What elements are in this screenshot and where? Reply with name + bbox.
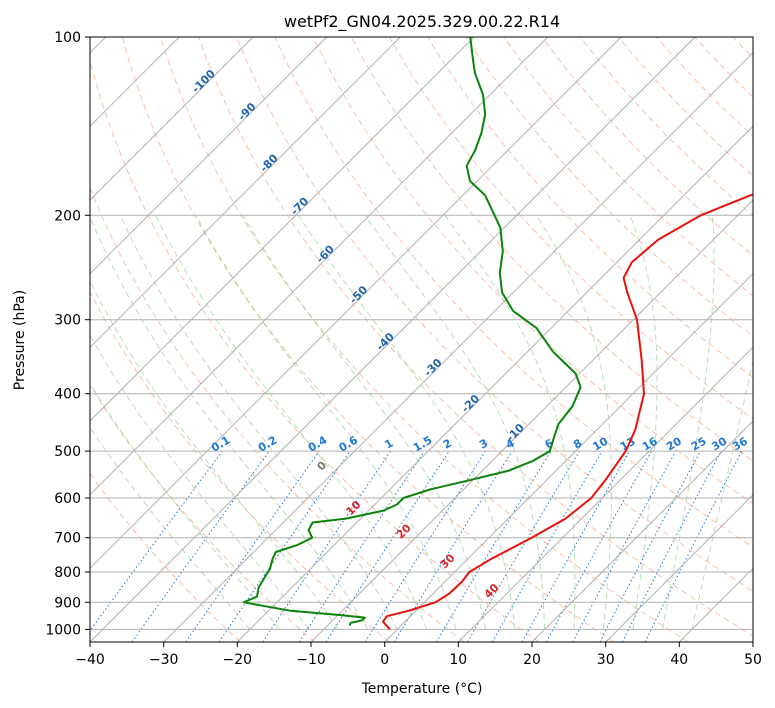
dry-adiabat-line bbox=[90, 291, 390, 642]
y-tick-label: 700 bbox=[54, 531, 81, 547]
mixing-ratio-line bbox=[90, 450, 223, 632]
mixing-ratio-line bbox=[131, 450, 270, 642]
x-tick-label: −40 bbox=[75, 652, 105, 668]
y-tick-label: 1000 bbox=[45, 622, 81, 638]
x-tick-label: 30 bbox=[597, 652, 615, 668]
dry-adiabat-line bbox=[350, 37, 753, 462]
y-tick-label: 400 bbox=[54, 387, 81, 403]
y-axis-title: Pressure (hPa) bbox=[12, 290, 28, 390]
dry-adiabat-line bbox=[159, 37, 689, 642]
moist-adiabat-line bbox=[90, 334, 310, 630]
dry-adiabat-line bbox=[274, 37, 753, 548]
dry-adiabat-line bbox=[503, 37, 753, 297]
y-tick-label: 200 bbox=[54, 208, 81, 224]
dry-adiabat-line bbox=[388, 37, 753, 420]
x-tick-label: −10 bbox=[296, 652, 326, 668]
mixing-ratio-line bbox=[393, 450, 513, 642]
x-tick-label: 10 bbox=[449, 652, 467, 668]
dry-adiabat-line bbox=[121, 37, 614, 642]
x-tick-label: 20 bbox=[523, 652, 541, 668]
y-tick-label: 100 bbox=[54, 30, 81, 46]
y-tick-label: 600 bbox=[54, 491, 81, 507]
y-axis: 100 200 300 400 500 600 700 800 900 1000 bbox=[45, 30, 90, 638]
isotherm-line bbox=[163, 51, 753, 642]
y-tick-label: 900 bbox=[54, 595, 81, 611]
isotherm-line bbox=[90, 37, 328, 275]
mixing-ratio-line bbox=[325, 450, 450, 642]
isotherm-line bbox=[605, 493, 753, 642]
dry-adiabat-line bbox=[465, 37, 753, 338]
isotherm-line bbox=[90, 37, 549, 496]
y-tick-label: 800 bbox=[54, 565, 81, 581]
x-tick-label: −30 bbox=[149, 652, 179, 668]
dry-adiabat-line bbox=[90, 186, 465, 642]
isotherm-line bbox=[531, 420, 753, 642]
mixing-ratio-line bbox=[262, 450, 392, 642]
moist-adiabat-line bbox=[119, 215, 398, 630]
x-axis: −40 −30 −20 −10 0 10 20 30 40 50 bbox=[75, 642, 762, 668]
x-tick-label: 50 bbox=[744, 652, 762, 668]
isotherm-line bbox=[90, 37, 401, 349]
mixing-ratio-line bbox=[572, 450, 677, 642]
mixing-ratio-line bbox=[218, 450, 351, 642]
x-tick-label: 0 bbox=[380, 652, 389, 668]
profile-lines bbox=[242, 37, 753, 631]
mixing-ratio-line bbox=[545, 450, 653, 642]
dry-adiabat-line bbox=[90, 472, 241, 642]
dry-adiabat-line bbox=[90, 59, 540, 642]
x-axis-title: Temperature (°C) bbox=[361, 681, 483, 697]
mixing-ratio-line bbox=[298, 450, 425, 642]
mixing-ratio-line bbox=[521, 450, 630, 642]
mixing-ratio-line bbox=[185, 450, 320, 642]
dewpoint-profile-line bbox=[242, 37, 582, 627]
moist-adiabat-line bbox=[90, 279, 339, 630]
plot-frame bbox=[89, 36, 754, 643]
y-tick-label: 500 bbox=[54, 444, 81, 460]
dry-adiabat-line bbox=[426, 37, 753, 378]
isotherm-line bbox=[90, 37, 475, 422]
dry-adiabat-line bbox=[312, 37, 753, 505]
isotherm-line bbox=[384, 272, 753, 642]
temperature-profile-line bbox=[382, 193, 753, 631]
dry-adiabat-line bbox=[236, 37, 753, 592]
dry-adiabat-line bbox=[90, 384, 316, 642]
moist-adiabat-line bbox=[242, 215, 487, 630]
mixing-ratio-line bbox=[644, 450, 743, 642]
isotherm-line bbox=[90, 37, 622, 570]
chart-title: wetPf2_GN04.2025.329.00.22.R14 bbox=[284, 12, 560, 32]
isotherm-line bbox=[236, 125, 753, 642]
isotherm-line bbox=[310, 199, 753, 642]
isotherm-line bbox=[457, 346, 753, 642]
x-tick-label: −20 bbox=[223, 652, 253, 668]
background-lines bbox=[90, 37, 753, 642]
isotherm-line bbox=[90, 37, 696, 642]
x-tick-label: 40 bbox=[670, 652, 688, 668]
y-tick-label: 300 bbox=[54, 313, 81, 329]
isotherm-line bbox=[90, 37, 254, 201]
